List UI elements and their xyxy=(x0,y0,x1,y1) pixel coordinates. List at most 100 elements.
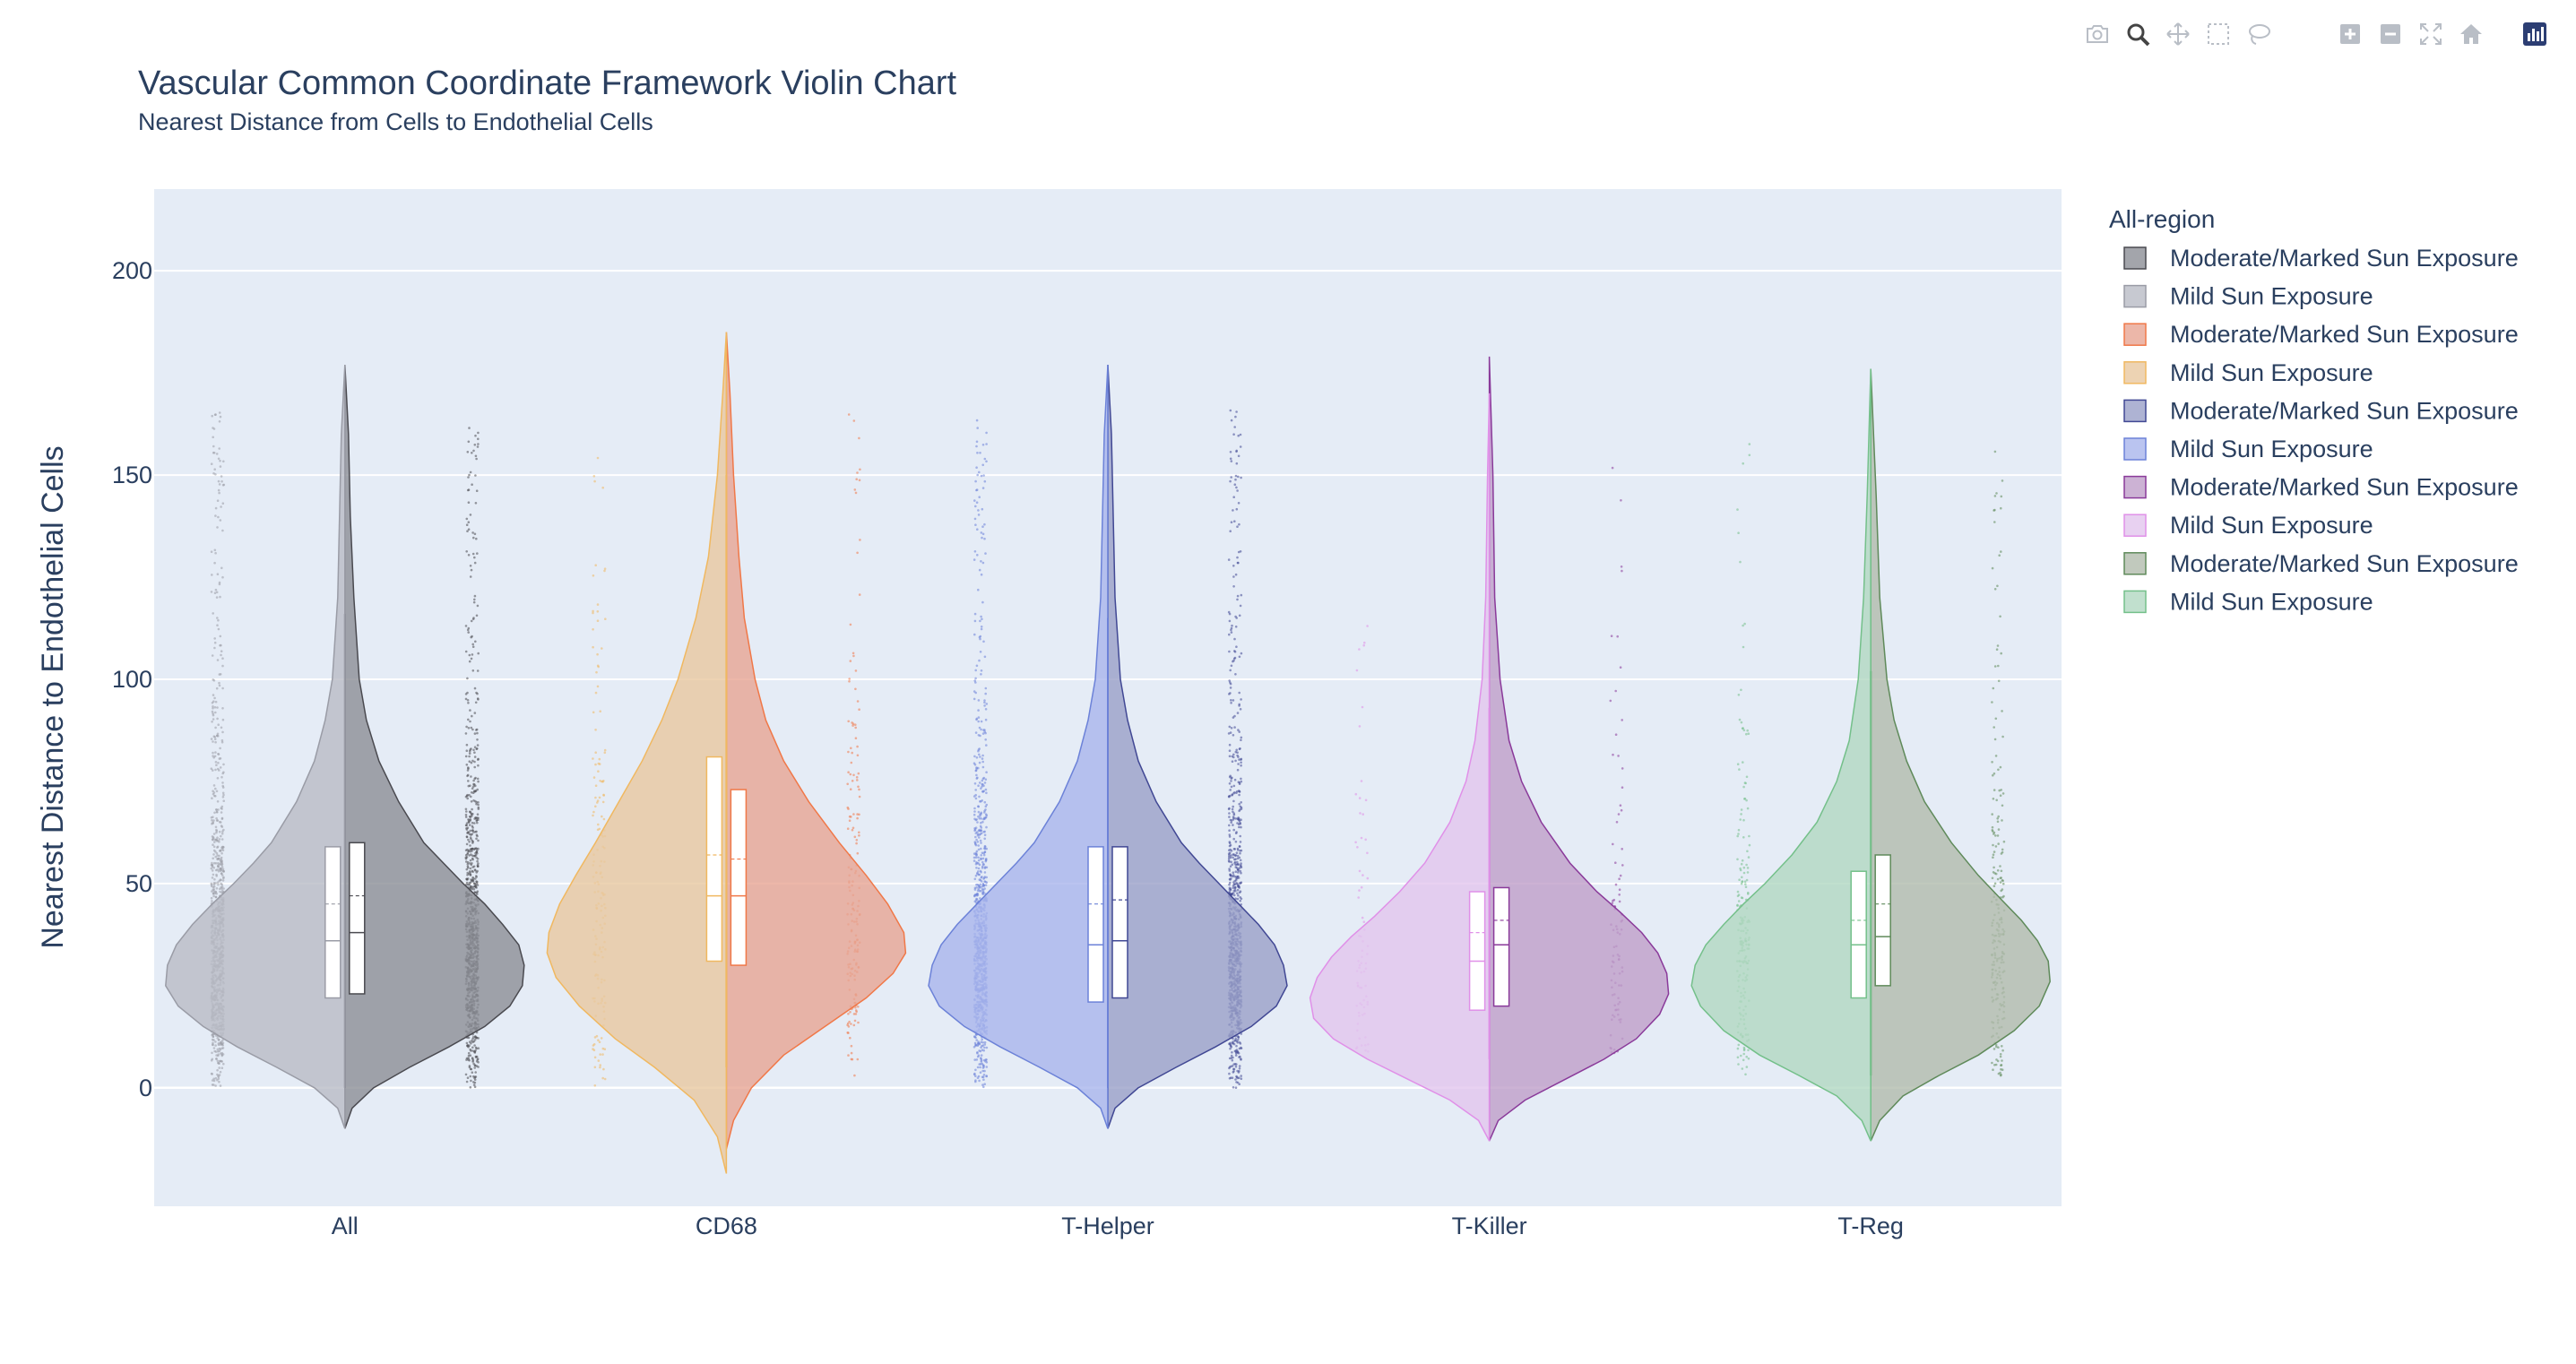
data-point xyxy=(1748,453,1751,457)
data-point xyxy=(477,698,480,701)
data-point xyxy=(216,777,220,780)
legend-item[interactable]: Mild Sun Exposure xyxy=(2123,359,2373,386)
camera-button[interactable] xyxy=(2079,16,2115,52)
data-point xyxy=(1227,852,1231,855)
data-point xyxy=(1741,1067,1744,1070)
data-point xyxy=(974,793,977,797)
legend-item[interactable]: Moderate/Marked Sun Exposure xyxy=(2123,321,2519,348)
data-point xyxy=(847,1054,850,1057)
lasso-select-button[interactable] xyxy=(2241,16,2277,52)
pan-button[interactable] xyxy=(2160,16,2196,52)
data-point xyxy=(215,686,219,690)
legend-item[interactable]: Moderate/Marked Sun Exposure xyxy=(2123,474,2519,501)
data-point xyxy=(2000,1067,2002,1071)
legend-item[interactable]: Moderate/Marked Sun Exposure xyxy=(2123,550,2519,577)
data-point xyxy=(1228,886,1232,890)
data-point xyxy=(599,1053,601,1056)
data-point xyxy=(1359,812,1361,815)
data-point xyxy=(1232,799,1235,803)
data-point xyxy=(215,816,218,820)
data-point xyxy=(849,660,852,662)
data-point xyxy=(1233,651,1237,653)
data-point xyxy=(467,819,471,822)
legend-item[interactable]: Mild Sun Exposure xyxy=(2123,436,2373,462)
data-point xyxy=(465,1057,469,1060)
data-point xyxy=(854,1013,858,1015)
x-tick-label: T-Helper xyxy=(1061,1213,1154,1239)
data-point xyxy=(219,766,222,769)
data-point xyxy=(979,637,981,641)
data-point xyxy=(1233,637,1236,641)
data-point xyxy=(1237,1051,1240,1055)
data-point xyxy=(215,591,219,594)
data-point xyxy=(981,1038,983,1041)
data-point xyxy=(851,724,854,727)
data-point xyxy=(983,876,987,878)
data-point xyxy=(1993,882,1997,885)
data-point xyxy=(219,849,222,852)
data-point xyxy=(1240,866,1243,869)
data-point xyxy=(592,711,595,714)
violin-body xyxy=(546,332,728,1174)
data-point xyxy=(850,747,852,750)
data-point xyxy=(851,826,855,830)
data-point xyxy=(1361,705,1364,709)
data-point xyxy=(978,470,981,474)
data-point xyxy=(976,841,980,843)
legend-item[interactable]: Mild Sun Exposure xyxy=(2123,588,2373,615)
data-point xyxy=(847,771,850,773)
data-point xyxy=(1995,799,1998,802)
data-point xyxy=(980,626,983,628)
data-point xyxy=(1228,725,1232,729)
data-point xyxy=(1234,897,1237,900)
data-point xyxy=(2001,710,2003,712)
data-point xyxy=(1228,816,1231,818)
data-point xyxy=(212,756,215,759)
data-point xyxy=(982,891,985,894)
data-point xyxy=(477,443,480,445)
data-point xyxy=(473,561,477,565)
data-point xyxy=(220,740,224,744)
data-point xyxy=(983,699,986,702)
zoom-button[interactable] xyxy=(2120,16,2156,52)
plotly-logo-button[interactable] xyxy=(2517,16,2553,52)
legend-item[interactable]: Moderate/Marked Sun Exposure xyxy=(2123,245,2519,272)
box xyxy=(349,842,366,995)
data-point xyxy=(1233,726,1236,729)
zoom-in-button[interactable] xyxy=(2332,16,2368,52)
box xyxy=(1874,854,1891,987)
autoscale-button[interactable] xyxy=(2413,16,2449,52)
data-point xyxy=(1236,854,1240,858)
data-point xyxy=(1228,633,1231,636)
data-point xyxy=(465,868,469,871)
home-button[interactable] xyxy=(2453,16,2489,52)
data-point xyxy=(212,1039,215,1041)
data-point xyxy=(1234,840,1238,843)
data-point xyxy=(851,828,854,832)
legend-item[interactable]: Mild Sun Exposure xyxy=(2123,283,2373,310)
data-point xyxy=(1239,805,1242,808)
box xyxy=(1087,846,1104,1003)
data-point xyxy=(594,784,598,787)
data-point xyxy=(1232,805,1234,808)
data-point xyxy=(475,1065,479,1067)
legend-item[interactable]: Moderate/Marked Sun Exposure xyxy=(2123,397,2519,424)
data-point xyxy=(853,1074,856,1077)
data-point xyxy=(977,810,981,814)
data-point xyxy=(981,536,983,540)
data-point xyxy=(214,413,217,416)
data-point xyxy=(1233,883,1237,886)
data-point xyxy=(210,1072,213,1075)
data-point xyxy=(1234,1086,1238,1089)
data-point xyxy=(215,887,219,890)
data-point xyxy=(854,726,857,729)
data-point xyxy=(212,843,214,846)
zoom-out-button[interactable] xyxy=(2373,16,2408,52)
data-point xyxy=(856,745,859,748)
data-point xyxy=(594,751,597,754)
data-point xyxy=(218,854,220,858)
data-point xyxy=(1744,1073,1747,1076)
box-select-button[interactable] xyxy=(2200,16,2236,52)
data-point xyxy=(1239,433,1242,436)
legend-item[interactable]: Mild Sun Exposure xyxy=(2123,512,2373,539)
